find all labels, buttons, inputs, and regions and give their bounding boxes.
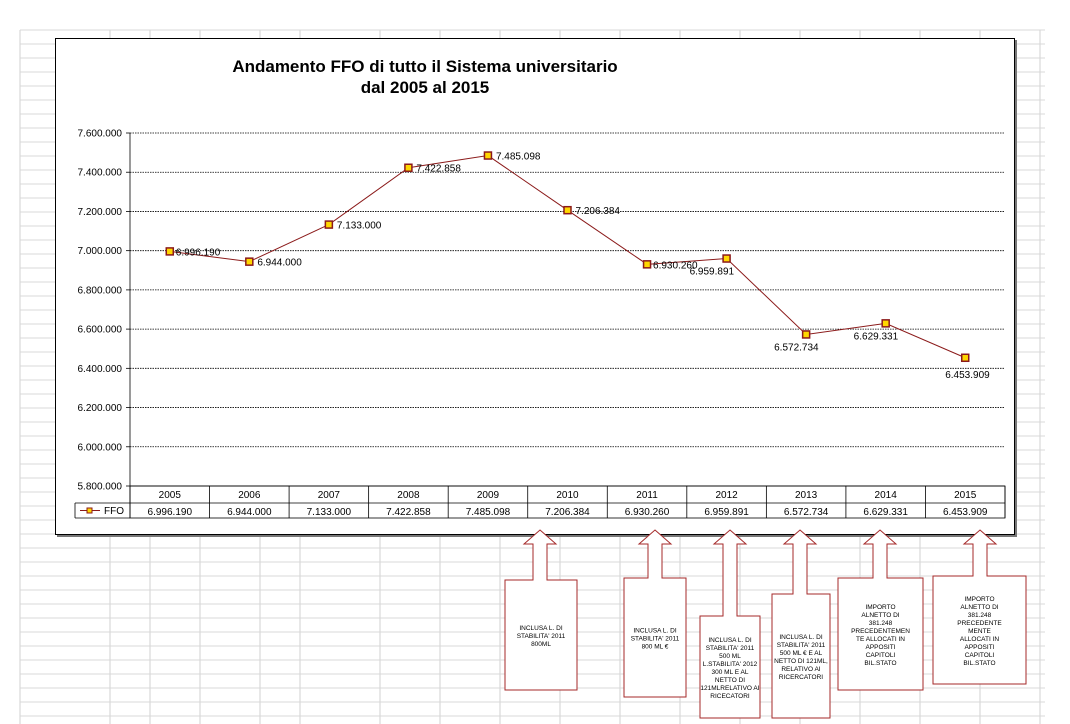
y-tick-label: 7.600.000 [78, 129, 123, 140]
ffo-data-label: 7.422.858 [416, 164, 461, 175]
y-tick-label: 7.000.000 [78, 246, 123, 257]
ffo-data-label: 6.944.000 [257, 258, 302, 269]
y-tick-label: 6.400.000 [78, 364, 123, 375]
ffo-point-marker [165, 247, 175, 256]
x-category-label: 2007 [318, 490, 341, 501]
legend-marker [86, 507, 93, 514]
y-tick-label: 6.800.000 [78, 285, 123, 296]
ffo-data-label: 6.930.260 [653, 260, 698, 271]
x-category-label: 2011 [636, 490, 658, 501]
ffo-point-marker [245, 257, 254, 266]
ffo-point-marker [404, 163, 413, 172]
ffo-data-label: 6.453.909 [945, 370, 990, 381]
annotation-text: IMPORTO ALNETTO DI 381.248 PRECEDENTE MENTE A… [957, 596, 1002, 667]
data-table-value: 7.206.384 [545, 507, 590, 518]
x-category-label: 2005 [159, 490, 182, 501]
annotation-arrow-box [837, 529, 924, 691]
x-category-label: 2006 [238, 490, 261, 501]
y-tick-label: 6.000.000 [78, 442, 123, 453]
chart-title: Andamento FFO di tutto il Sistema univer… [232, 57, 618, 76]
ffo-data-label: 6.959.891 [690, 267, 735, 278]
legend-label: FFO [104, 506, 124, 517]
data-table-value: 6.572.734 [784, 507, 829, 518]
x-category-label: 2009 [477, 490, 500, 501]
x-category-label: 2012 [715, 490, 738, 501]
data-table-value: 6.996.190 [148, 507, 193, 518]
y-tick-label: 7.200.000 [78, 207, 123, 218]
data-table-value: 7.422.858 [386, 507, 431, 518]
x-category-label: 2010 [556, 490, 579, 501]
ffo-point-marker [960, 353, 970, 363]
annotation-text: INCLUSA L. DI STABILITA' 2011 500 ML € E A… [774, 634, 828, 681]
annotation-arrow-box [623, 529, 687, 698]
annotation-text: INCLUSA L. DI STABILITA' 2011 800ML [517, 625, 566, 648]
data-table-value: 6.944.000 [227, 507, 272, 518]
data-table-value: 7.485.098 [466, 507, 511, 518]
ffo-series-line [169, 155, 966, 359]
x-category-label: 2008 [397, 490, 420, 501]
chart-area[interactable] [55, 38, 1015, 535]
ffo-point-marker [324, 220, 334, 229]
ffo-data-label: 6.572.734 [774, 342, 819, 353]
ffo-data-label: 6.629.331 [854, 331, 899, 342]
annotation-text: INCLUSA L. DI STABILITA' 2011 500 ML L.STAB… [700, 637, 759, 700]
x-category-label: 2015 [954, 490, 977, 501]
data-table-value: 6.453.909 [943, 507, 988, 518]
data-table-value: 6.959.891 [704, 507, 749, 518]
y-tick-label: 5.800.000 [78, 482, 123, 493]
ffo-point-marker [483, 151, 493, 160]
annotation-arrow-box [932, 529, 1027, 685]
annotation-text: INCLUSA L. DI STABILITA' 2011 800 ML € [631, 628, 680, 651]
ffo-data-label: 6.996.190 [176, 247, 221, 258]
ffo-data-label: 7.133.000 [337, 221, 382, 232]
y-tick-label: 6.600.000 [78, 325, 123, 336]
annotation-arrow-box [771, 529, 831, 719]
x-category-label: 2014 [875, 490, 898, 501]
x-category-label: 2013 [795, 490, 818, 501]
chart-subtitle: dal 2005 al 2015 [360, 78, 490, 97]
ffo-data-label: 7.485.098 [496, 152, 541, 163]
data-table-value: 6.629.331 [863, 507, 908, 518]
data-table-value: 7.133.000 [307, 507, 352, 518]
ffo-data-label: 7.206.384 [576, 206, 621, 217]
ffo-point-marker [722, 254, 731, 263]
y-tick-label: 7.400.000 [78, 168, 123, 179]
ffo-point-marker [642, 260, 652, 269]
ffo-point-marker [801, 330, 811, 339]
annotation-text: IMPORTO ALNETTO DI 381.248 PRECEDENTEMEN TE … [851, 604, 910, 667]
annotation-arrow-box [699, 529, 761, 719]
annotation-arrow-box [504, 529, 578, 691]
y-tick-label: 6.200.000 [78, 403, 123, 414]
ffo-point-marker [563, 205, 572, 215]
ffo-point-marker [881, 319, 890, 328]
data-table-value: 6.930.260 [625, 507, 670, 518]
